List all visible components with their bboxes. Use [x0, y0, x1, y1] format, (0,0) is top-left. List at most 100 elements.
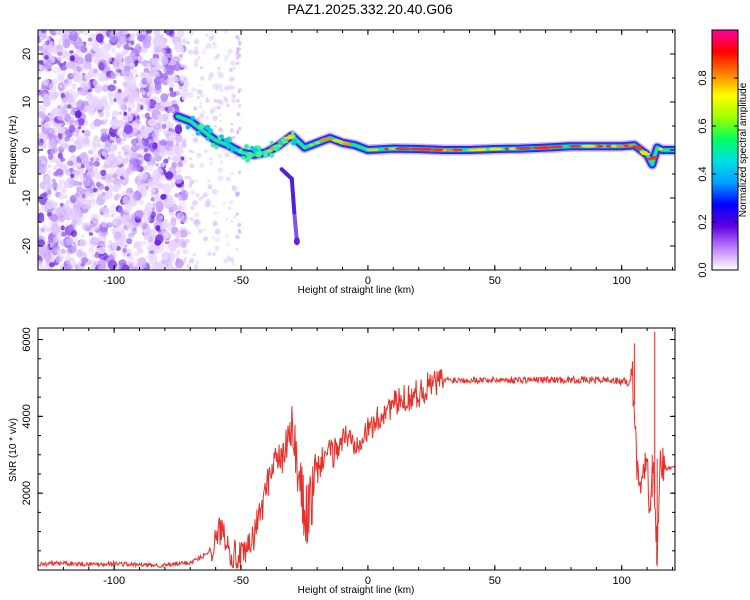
- noise-speckle: [97, 246, 106, 255]
- noise-speckle: [177, 201, 187, 209]
- noise-speckle: [180, 156, 185, 161]
- noise-speckle: [70, 174, 75, 179]
- noise-speckle: [211, 236, 215, 239]
- noise-speckle: [235, 51, 240, 57]
- noise-speckle: [225, 234, 229, 238]
- noise-speckle: [76, 260, 85, 270]
- noise-speckle: [126, 238, 133, 245]
- noise-speckle: [65, 255, 71, 262]
- ridge-core: [284, 136, 294, 140]
- noise-speckle: [219, 100, 225, 106]
- noise-speckle: [154, 81, 162, 91]
- noise-speckle: [83, 61, 92, 70]
- noise-speckle: [137, 248, 144, 254]
- colorbar-tick-label: 0.0: [697, 262, 709, 277]
- noise-speckle: [100, 98, 107, 105]
- noise-speckle: [101, 30, 106, 35]
- noise-speckle: [199, 66, 203, 70]
- noise-speckle: [81, 158, 89, 165]
- noise-speckle: [81, 193, 86, 199]
- noise-speckle: [155, 200, 164, 212]
- noise-speckle: [142, 165, 147, 172]
- noise-speckle: [150, 197, 155, 202]
- noise-speckle: [73, 140, 77, 144]
- noise-speckle: [57, 38, 62, 44]
- noise-speckle: [112, 242, 118, 250]
- noise-speckle: [132, 115, 136, 121]
- noise-speckle: [203, 46, 208, 51]
- noise-speckle: [220, 160, 224, 164]
- ridge-branch: [292, 210, 299, 244]
- noise-speckle: [138, 156, 143, 161]
- noise-speckle: [194, 212, 200, 218]
- ridge-core: [243, 144, 250, 150]
- noise-speckle: [173, 156, 181, 163]
- noise-speckle: [199, 101, 203, 105]
- noise-speckle: [48, 88, 58, 100]
- noise-speckle: [200, 195, 205, 200]
- ridge-core: [276, 147, 281, 152]
- ridge-core: [255, 151, 262, 158]
- noise-speckle: [97, 76, 102, 82]
- noise-speckle: [92, 136, 101, 148]
- noise-speckle: [216, 83, 223, 90]
- noise-speckle: [235, 34, 240, 40]
- ridge-core: [315, 141, 320, 145]
- ridge-core: [230, 147, 236, 152]
- noise-speckle: [180, 89, 189, 99]
- noise-speckle: [80, 200, 89, 210]
- noise-speckle: [58, 238, 63, 245]
- noise-speckle: [75, 122, 79, 127]
- noise-speckle: [74, 110, 82, 119]
- noise-speckle: [203, 192, 209, 198]
- ridge-core: [291, 130, 295, 135]
- noise-speckle: [61, 95, 68, 103]
- noise-speckle: [117, 237, 126, 247]
- noise-speckle: [55, 256, 61, 263]
- noise-speckle: [55, 137, 59, 141]
- noise-speckle: [236, 129, 240, 133]
- noise-speckle: [60, 248, 66, 254]
- noise-speckle: [232, 215, 237, 219]
- noise-speckle: [85, 169, 89, 174]
- noise-speckle: [44, 55, 49, 60]
- noise-speckle: [212, 43, 218, 49]
- noise-speckle: [163, 58, 169, 64]
- noise-speckle: [228, 68, 233, 72]
- noise-speckle: [135, 222, 139, 226]
- noise-speckle: [189, 157, 193, 161]
- noise-speckle: [42, 192, 48, 198]
- noise-speckle: [84, 53, 93, 64]
- noise-speckle: [184, 257, 187, 260]
- noise-speckle: [199, 76, 205, 81]
- noise-speckle: [206, 96, 209, 99]
- noise-speckle: [85, 72, 92, 81]
- noise-speckle: [168, 239, 177, 252]
- noise-speckle: [56, 248, 62, 256]
- noise-speckle: [38, 244, 47, 256]
- noise-speckle: [75, 56, 85, 65]
- noise-speckle: [149, 155, 157, 162]
- noise-speckle: [145, 30, 153, 34]
- noise-speckle: [73, 243, 79, 249]
- noise-speckle: [205, 98, 210, 103]
- noise-speckle: [195, 179, 198, 182]
- noise-speckle: [137, 257, 147, 270]
- noise-speckle: [38, 265, 46, 270]
- ridge-core: [195, 130, 201, 136]
- noise-speckle: [130, 32, 136, 38]
- noise-speckle: [224, 152, 230, 158]
- noise-speckle: [131, 152, 139, 159]
- noise-speckle: [167, 93, 171, 97]
- noise-speckle: [184, 175, 188, 180]
- noise-speckle: [70, 137, 75, 142]
- noise-speckle: [134, 112, 139, 116]
- noise-speckle: [122, 49, 129, 55]
- noise-speckle: [100, 169, 107, 176]
- ridge-core: [480, 148, 487, 151]
- noise-speckle: [188, 183, 193, 188]
- noise-speckle: [94, 58, 99, 65]
- ridge-core: [219, 134, 224, 139]
- noise-speckle: [133, 241, 141, 250]
- noise-speckle: [207, 179, 211, 183]
